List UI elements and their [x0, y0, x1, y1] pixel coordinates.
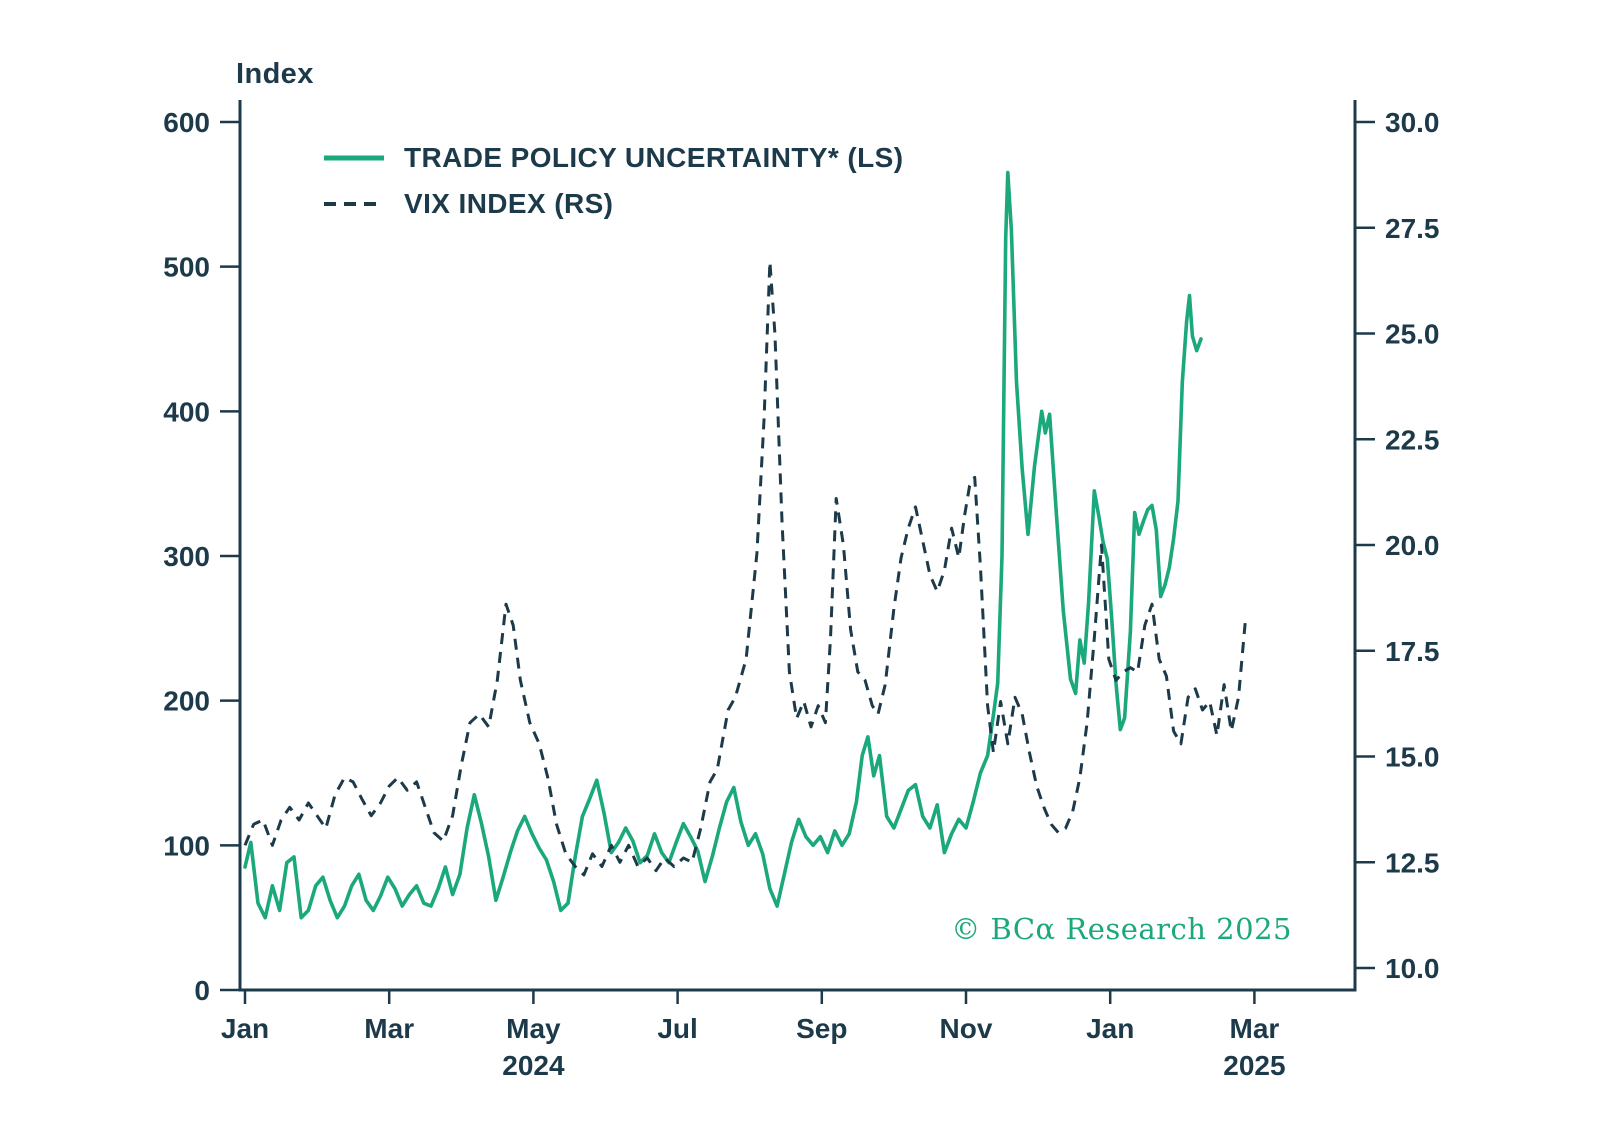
- x-tick-label: Jan: [221, 1013, 269, 1044]
- legend-label-vix: VIX INDEX (RS): [404, 188, 614, 219]
- x-tick-label: Mar: [364, 1013, 414, 1044]
- tpu-line: [243, 170, 1203, 920]
- tpu-line-swatch: [324, 155, 384, 161]
- right-tick-label: 20.0: [1385, 530, 1440, 561]
- right-tick-label: 17.5: [1385, 636, 1440, 667]
- left-tick-label: 400: [163, 396, 210, 427]
- left-tick-label: 600: [163, 107, 210, 138]
- x-tick-year-label: 2025: [1223, 1050, 1285, 1081]
- left-tick-label: 100: [163, 830, 210, 861]
- legend-label-tpu: TRADE POLICY UNCERTAINTY* (LS): [404, 142, 904, 173]
- x-tick-label: Jan: [1086, 1013, 1134, 1044]
- vix-line: [243, 260, 1248, 877]
- left-tick-label: 300: [163, 541, 210, 572]
- x-tick-label: May: [506, 1013, 561, 1044]
- right-tick-label: 12.5: [1385, 847, 1440, 878]
- x-tick-year-label: 2024: [502, 1050, 565, 1081]
- y-axis-title: Index: [236, 58, 314, 90]
- right-tick-label: 15.0: [1385, 742, 1440, 773]
- x-tick-label: Jul: [657, 1013, 697, 1044]
- left-tick-label: 500: [163, 252, 210, 283]
- right-tick-label: 27.5: [1385, 213, 1440, 244]
- vix-line-swatch: [324, 202, 384, 206]
- x-tick-label: Sep: [796, 1013, 847, 1044]
- right-tick-label: 30.0: [1385, 107, 1440, 138]
- x-tick-label: Mar: [1230, 1013, 1280, 1044]
- right-tick-label: 22.5: [1385, 424, 1440, 455]
- legend-item-tpu: TRADE POLICY UNCERTAINTY* (LS): [322, 142, 903, 174]
- chart-legend: TRADE POLICY UNCERTAINTY* (LS) VIX INDEX…: [322, 142, 903, 220]
- left-tick-label: 0: [194, 975, 210, 1006]
- x-tick-label: Nov: [940, 1013, 993, 1044]
- left-tick-label: 200: [163, 686, 210, 717]
- copyright-watermark: © BCα Research 2025: [951, 912, 1292, 946]
- legend-item-vix: VIX INDEX (RS): [322, 188, 903, 220]
- right-tick-label: 25.0: [1385, 319, 1440, 350]
- right-tick-label: 10.0: [1385, 953, 1440, 984]
